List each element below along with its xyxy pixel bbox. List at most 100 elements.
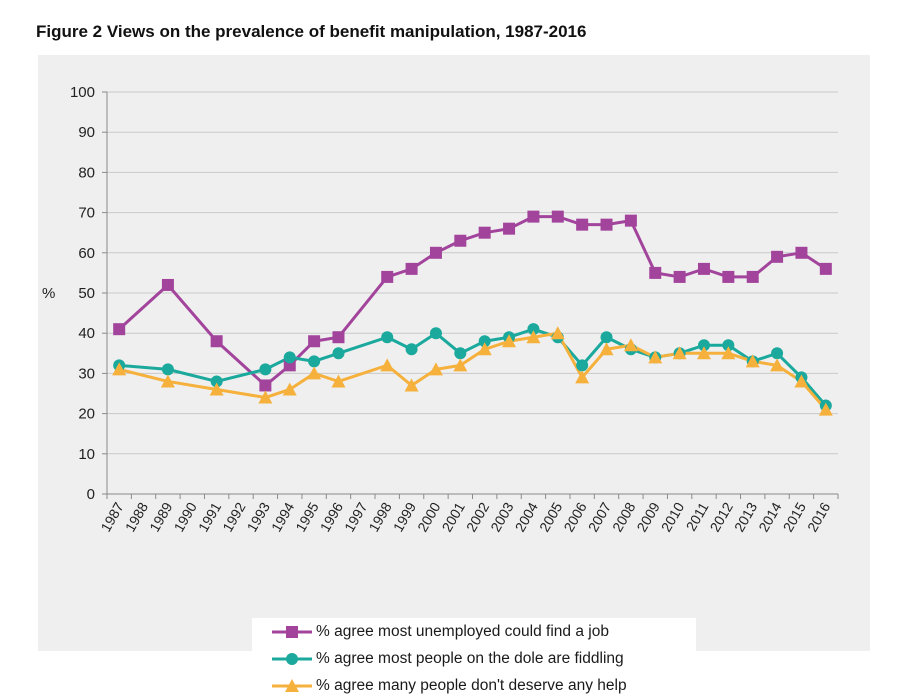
data-point-circle (381, 331, 394, 344)
data-point-circle (161, 363, 174, 376)
data-point-square (113, 323, 126, 336)
data-point-square (381, 270, 394, 283)
data-point-square (308, 335, 321, 348)
data-point-triangle (282, 382, 297, 396)
y-tick-label: 70 (78, 205, 95, 222)
data-point-circle (308, 355, 321, 368)
x-tick-label: 2008 (609, 499, 639, 534)
y-tick-label: 10 (78, 446, 95, 463)
data-point-square (673, 270, 686, 283)
legend-swatch-triangle (272, 679, 312, 692)
x-tick-label: 1994 (268, 499, 298, 534)
data-point-triangle (526, 330, 541, 344)
data-point-circle (478, 335, 491, 348)
data-point-circle (259, 363, 272, 376)
data-point-circle (771, 347, 784, 360)
data-point-circle (429, 327, 442, 340)
y-tick-label: 50 (78, 285, 95, 302)
y-tick-label: 100 (70, 84, 95, 101)
data-point-circle (454, 347, 467, 360)
data-point-triangle (428, 362, 443, 376)
x-tick-label: 2015 (780, 499, 810, 534)
data-point-triangle (623, 338, 638, 352)
data-point-triangle (258, 390, 273, 404)
data-point-circle (600, 331, 613, 344)
data-point-square (576, 218, 589, 231)
x-tick-label: 2001 (438, 499, 468, 534)
legend-label: % agree many people don't deserve any he… (316, 677, 627, 694)
data-point-square (649, 266, 662, 279)
x-tick-label: 1997 (341, 499, 371, 534)
data-point-circle (283, 351, 296, 364)
data-point-triangle (575, 370, 590, 384)
data-point-square (697, 262, 710, 275)
data-point-triangle (404, 378, 419, 392)
data-point-square (332, 331, 345, 344)
data-point-circle (722, 339, 735, 352)
data-point-square (210, 335, 223, 348)
x-tick-label: 2005 (536, 499, 566, 534)
series-line-1 (118, 215, 827, 387)
data-point-triangle (209, 382, 224, 396)
data-point-circle (527, 323, 540, 336)
y-tick-label: 0 (87, 486, 95, 503)
data-point-square (795, 246, 808, 259)
data-point-triangle (818, 402, 833, 416)
x-tick-label: 2007 (585, 499, 615, 534)
x-tick-label: 1998 (365, 499, 395, 534)
data-point-square (161, 278, 174, 291)
data-point-triangle (672, 346, 687, 360)
x-tick-label: 1993 (244, 499, 274, 534)
data-point-triangle (160, 374, 175, 388)
data-point-square (771, 250, 784, 263)
data-point-triangle (453, 358, 468, 372)
data-point-square (600, 218, 613, 231)
data-point-triangle (648, 350, 663, 364)
legend-item-dont-deserve-help: % agree many people don't deserve any he… (270, 674, 627, 698)
x-tick-label: 2010 (658, 499, 688, 534)
data-point-square (503, 222, 516, 235)
data-point-triangle (745, 354, 760, 368)
data-point-circle (332, 347, 345, 360)
y-axis-title: % (42, 285, 55, 302)
data-point-square (551, 210, 564, 223)
y-tick-label: 40 (78, 325, 95, 342)
x-tick-label: 1988 (122, 499, 152, 534)
data-point-triangle (721, 346, 736, 360)
data-point-triangle (502, 334, 517, 348)
data-point-triangle (599, 342, 614, 356)
data-point-triangle (794, 374, 809, 388)
data-point-square (722, 270, 735, 283)
y-tick-label: 80 (78, 164, 95, 181)
x-tick-label: 2011 (683, 499, 712, 533)
data-point-square (478, 226, 491, 239)
x-tick-label: 2013 (731, 499, 761, 534)
x-tick-label: 1999 (390, 499, 420, 534)
data-point-square (429, 246, 442, 259)
data-point-triangle (696, 346, 711, 360)
data-point-triangle (550, 326, 565, 340)
series-line-2 (119, 327, 827, 407)
x-tick-label: 1990 (170, 499, 200, 534)
line-chart: 0102030405060708090100%19871988198919901… (42, 84, 839, 534)
y-tick-label: 20 (78, 406, 95, 423)
data-point-triangle (770, 358, 785, 372)
x-tick-label: 1989 (146, 499, 176, 534)
y-tick-label: 60 (78, 245, 95, 262)
data-point-square (746, 270, 759, 283)
data-point-square (454, 234, 467, 247)
legend-item-dole-fiddling: % agree most people on the dole are fidd… (270, 647, 624, 671)
data-point-square (819, 262, 832, 275)
data-point-circle (697, 339, 710, 352)
x-tick-label: 2002 (463, 499, 493, 534)
x-tick-label: 1995 (292, 499, 322, 534)
x-tick-label: 1987 (97, 499, 127, 534)
chart-panel: 0 10 20 30 40 50 60 70 80 90 100% 1987 1988 1989 1990 1… (38, 55, 870, 700)
data-point-triangle (331, 374, 346, 388)
data-point-triangle (112, 362, 127, 376)
y-tick-label: 90 (78, 124, 95, 141)
x-tick-label: 2014 (755, 499, 785, 534)
x-tick-label: 2003 (487, 499, 517, 534)
legend-label: % agree most people on the dole are fidd… (316, 650, 624, 667)
legend-swatch-circle (272, 653, 312, 665)
